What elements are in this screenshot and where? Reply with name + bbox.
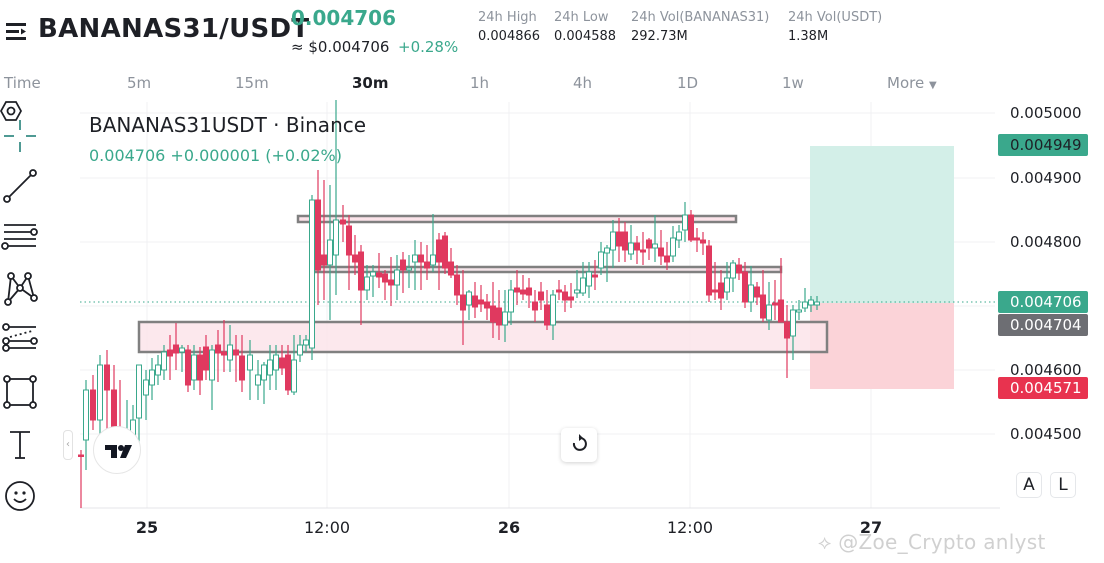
symbol-quote: 0.004706 +0.000001 (+0.02%) xyxy=(89,146,342,165)
x-tick: 27 xyxy=(859,518,883,537)
menu-icon[interactable] xyxy=(6,22,28,40)
rectangle-icon[interactable] xyxy=(0,372,40,412)
tradingview-icon xyxy=(105,445,132,458)
x-tick: 26 xyxy=(497,518,521,537)
stat-24h-high: 24h High 0.004866 xyxy=(478,10,541,44)
tab-15m[interactable]: 15m xyxy=(235,74,269,92)
tab-1h[interactable]: 1h xyxy=(470,74,490,92)
candlestick-canvas[interactable] xyxy=(0,100,1104,563)
auto-scale-button[interactable]: A xyxy=(1016,472,1042,498)
entry-price-tag: 0.004704 xyxy=(998,314,1088,336)
x-tick: 25 xyxy=(135,518,159,537)
current-price-tag: 0.004706 xyxy=(998,291,1088,313)
tab-5m[interactable]: 5m xyxy=(127,74,152,92)
horizontal-lines-icon[interactable] xyxy=(0,217,40,257)
binance-square-icon: ⟡ xyxy=(818,530,832,554)
stat-24h-vol-quote: 24h Vol(USDT) 1.38M xyxy=(788,10,883,44)
reset-chart-button[interactable] xyxy=(561,428,597,462)
price-chart[interactable]: BANANAS31USDT · Binance 0.004706 +0.0000… xyxy=(0,100,1104,563)
stat-24h-vol-base: 24h Vol(BANANAS31) 292.73M xyxy=(631,10,770,44)
y-tick: 0.004600 xyxy=(1010,361,1082,379)
take-profit-price-tag: 0.004949 xyxy=(998,134,1088,156)
tab-more[interactable]: More ▼ xyxy=(887,74,937,92)
tradingview-logo[interactable] xyxy=(93,426,141,474)
fib-channel-icon[interactable] xyxy=(0,319,40,359)
pair-name[interactable]: BANANAS31/USDT xyxy=(38,14,310,44)
tab-1d[interactable]: 1D xyxy=(677,74,699,92)
log-scale-button[interactable]: L xyxy=(1050,472,1076,498)
tab-30m[interactable]: 30m xyxy=(352,74,389,92)
text-tool-icon[interactable] xyxy=(0,424,40,464)
collapse-toolbar-button[interactable]: ‹ xyxy=(63,430,73,460)
y-tick: 0.004500 xyxy=(1010,425,1082,443)
usd-price: ≈ $0.004706 xyxy=(291,38,390,56)
stop-loss-price-tag: 0.004571 xyxy=(998,377,1088,399)
settings-icon[interactable] xyxy=(0,100,22,122)
interval-tabs: Time 5m 15m 30m 1h 4h 1D 1w More ▼ xyxy=(0,70,1000,98)
candles xyxy=(78,100,820,508)
crosshair-icon[interactable] xyxy=(0,116,40,156)
x-tick: 12:00 xyxy=(666,518,714,537)
take-profit-zone xyxy=(810,146,954,303)
tab-1w[interactable]: 1w xyxy=(782,74,804,92)
support-zone-box xyxy=(137,320,829,354)
last-price: 0.004706 xyxy=(291,6,397,30)
x-tick: 12:00 xyxy=(303,518,351,537)
symbol-title: BANANAS31USDT · Binance xyxy=(89,113,367,137)
change-percent: +0.28% xyxy=(398,38,459,56)
caret-down-icon: ▼ xyxy=(928,80,937,91)
ticker-header: BANANAS31/USDT 0.004706 ≈ $0.004706 +0.2… xyxy=(0,0,1104,66)
resistance-box-upper xyxy=(296,214,738,224)
watermark: ⟡ @Zoe_Crypto anlyst xyxy=(818,530,1046,554)
stat-24h-low: 24h Low 0.004588 xyxy=(554,10,617,44)
trend-line-icon[interactable] xyxy=(0,166,40,206)
y-tick: 0.004900 xyxy=(1010,169,1082,187)
y-tick: 0.004800 xyxy=(1010,233,1082,251)
tab-4h[interactable]: 4h xyxy=(573,74,593,92)
emoji-icon[interactable] xyxy=(0,476,40,516)
pattern-icon[interactable] xyxy=(0,268,40,308)
y-tick: 0.005000 xyxy=(1010,104,1082,122)
refresh-icon xyxy=(572,434,587,451)
stop-loss-zone xyxy=(810,303,954,389)
tab-time[interactable]: Time xyxy=(4,74,41,92)
